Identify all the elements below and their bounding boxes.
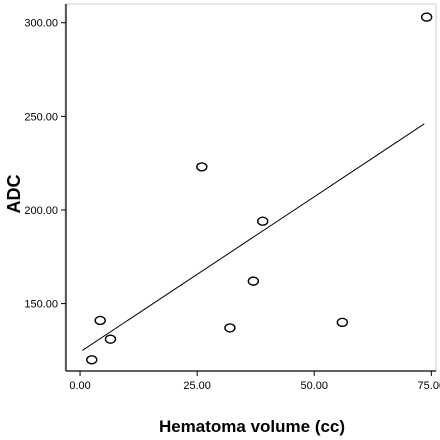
data-point — [257, 216, 269, 226]
x-tick-label: 0.00 — [69, 380, 90, 392]
data-point — [196, 162, 208, 172]
data-point — [94, 315, 106, 326]
y-axis-title: ADC — [4, 175, 24, 214]
data-point — [420, 12, 433, 22]
data-point — [336, 317, 349, 328]
data-point — [104, 334, 117, 344]
data-point — [224, 323, 236, 333]
y-tick-label: 250.00 — [24, 111, 58, 123]
plot-area — [64, 3, 437, 372]
x-tick-label: 75.00 — [418, 380, 440, 392]
x-tick-label: 25.00 — [183, 380, 211, 392]
y-tick-label: 150.00 — [24, 299, 58, 311]
y-tick-label: 200.00 — [24, 205, 58, 217]
x-axis-title: Hematoma volume (cc) — [159, 417, 345, 436]
y-tick-label: 300.00 — [24, 18, 58, 30]
fit-line — [82, 123, 425, 351]
x-tick-label: 50.00 — [300, 380, 328, 392]
fit-line-group — [82, 123, 425, 351]
axes: 0.00 25.00 50.00 75.00 150.00 200.00 250.00 300… — [24, 4, 440, 392]
data-point — [86, 355, 98, 365]
data-points — [86, 12, 433, 365]
data-point — [247, 276, 260, 286]
